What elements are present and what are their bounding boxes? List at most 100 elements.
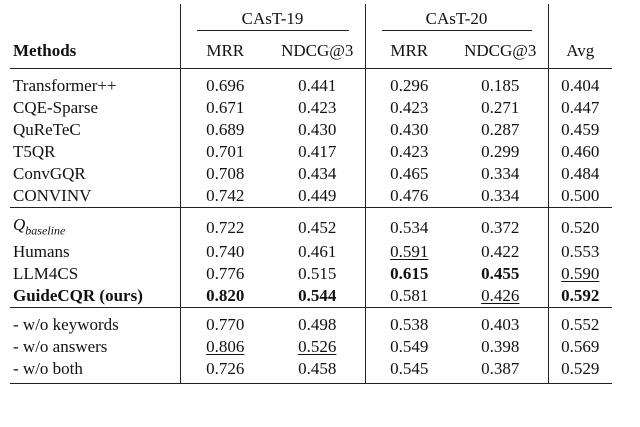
cell-text: 0.515 xyxy=(298,264,337,284)
bold: 0.615 xyxy=(390,264,428,283)
cell-text: 0.404 xyxy=(561,76,600,95)
column-group-label: CAsT-20 xyxy=(381,8,532,31)
table-row: Humans 0.740 0.461 0.591 0.422 0.553 xyxy=(10,241,612,264)
bold: 0.820 xyxy=(206,286,244,305)
value-cell: 0.526 xyxy=(270,336,365,358)
cell-text: 0.538 xyxy=(390,315,429,335)
cell-text: LLM4CS xyxy=(13,264,79,284)
method-cell: - w/o answers xyxy=(10,336,180,358)
value-cell: 0.460 xyxy=(547,141,612,163)
value-cell: 0.441 xyxy=(270,69,365,98)
value-cell: 0.423 xyxy=(364,97,453,119)
value-cell: 0.334 xyxy=(453,163,548,185)
value-cell: 0.422 xyxy=(453,241,548,263)
method-cell: QuReTeC xyxy=(10,119,180,141)
cell-text: 0.403 xyxy=(481,315,520,335)
cell-text: 0.545 xyxy=(390,359,429,379)
cell-text: 0.569 xyxy=(561,337,600,357)
value-cell: 0.534 xyxy=(364,207,453,242)
value-cell: 0.447 xyxy=(547,97,612,119)
cell-text: Humans xyxy=(13,242,70,262)
value-cell: 0.423 xyxy=(270,97,365,119)
cell-text: 0.553 xyxy=(561,242,600,262)
cell-text: 0.581 xyxy=(390,286,429,306)
cell-text: 0.526 xyxy=(298,337,337,357)
cell-text: QuReTeC xyxy=(13,120,81,139)
cell-text: 0.520 xyxy=(561,217,600,237)
row-group: - w/o keywords 0.770 0.498 0.538 0.403 0.552-… xyxy=(10,307,612,384)
cell-text: GuideCQR (ours) xyxy=(13,286,143,306)
value-cell: 0.592 xyxy=(547,285,612,308)
symbol: Q xyxy=(13,215,26,234)
cell-text: 0.299 xyxy=(481,142,520,161)
underline: 0.591 xyxy=(390,242,428,261)
cell-text: 0.461 xyxy=(298,242,337,262)
value-cell: 0.590 xyxy=(547,263,612,286)
cell-text: 0.534 xyxy=(390,217,429,237)
table-row: - w/o both 0.726 0.458 0.545 0.387 0.529 xyxy=(10,358,612,384)
value-cell: 0.820 xyxy=(179,285,270,308)
bold: GuideCQR (ours) xyxy=(13,286,143,305)
value-cell: 0.271 xyxy=(453,97,548,119)
value-cell: 0.806 xyxy=(179,336,270,359)
value-cell: 0.403 xyxy=(453,308,548,337)
value-cell: 0.476 xyxy=(364,185,453,208)
method-cell: - w/o both xyxy=(10,358,180,384)
cell-text: 0.742 xyxy=(206,186,245,205)
bold: 0.592 xyxy=(561,286,599,305)
table-row: CONVINV 0.742 0.449 0.476 0.334 0.500 xyxy=(10,185,612,208)
underline: 0.806 xyxy=(206,337,244,356)
value-cell: 0.417 xyxy=(270,141,365,163)
value-cell: 0.726 xyxy=(179,358,270,384)
cell-text: 0.372 xyxy=(481,217,520,237)
value-cell: 0.287 xyxy=(453,119,548,141)
value-cell: 0.701 xyxy=(179,141,270,163)
cell-text: - w/o answers xyxy=(13,337,108,357)
cell-text: 0.460 xyxy=(561,142,600,161)
column-group: CAsT-19 xyxy=(179,4,365,34)
table-row: T5QR 0.701 0.417 0.423 0.299 0.460 xyxy=(10,141,612,163)
cell-text: 0.671 xyxy=(206,98,245,117)
cell-text: 0.552 xyxy=(561,315,600,335)
value-cell: 0.372 xyxy=(453,208,548,242)
cell-text: 0.701 xyxy=(206,142,245,161)
cell-text: 0.449 xyxy=(298,186,337,205)
cell-text: 0.426 xyxy=(481,286,520,306)
cell-text: 0.430 xyxy=(390,120,429,139)
value-cell: 0.455 xyxy=(453,263,548,285)
value-cell: 0.776 xyxy=(179,263,270,286)
cell-text: 0.423 xyxy=(390,142,429,161)
row-group: Qbaseline 0.722 0.452 0.534 0.372 0.520 Humans… xyxy=(10,207,612,308)
method-cell: ConvGQR xyxy=(10,163,180,185)
table-row: - w/o answers 0.806 0.526 0.549 0.398 0.569 xyxy=(10,336,612,359)
value-cell: 0.500 xyxy=(547,185,612,208)
value-cell: 0.459 xyxy=(547,119,612,141)
cell-text: 0.417 xyxy=(298,142,337,161)
value-cell: 0.544 xyxy=(270,285,365,308)
value-cell: 0.461 xyxy=(270,241,365,263)
results-table: CAsT-19 CAsT-20 Methods MRR NDCG@3 MRR N… xyxy=(10,4,612,384)
cell-text: 0.422 xyxy=(481,242,520,262)
cell-text: 0.740 xyxy=(206,242,245,262)
cell-text: 0.452 xyxy=(298,217,337,237)
value-cell: 0.553 xyxy=(547,241,612,264)
value-cell: 0.430 xyxy=(364,119,453,141)
table-row: Transformer++ 0.696 0.441 0.296 0.185 0.404 xyxy=(10,68,612,98)
cell-text: 0.387 xyxy=(481,359,520,379)
method-cell: T5QR xyxy=(10,141,180,163)
cell-text: T5QR xyxy=(13,142,56,161)
value-cell: 0.334 xyxy=(453,185,548,208)
value-cell: 0.430 xyxy=(270,119,365,141)
value-cell: 0.398 xyxy=(453,336,548,358)
cell-text: 0.423 xyxy=(298,98,337,117)
cell-text: 0.334 xyxy=(481,164,520,183)
value-cell: 0.404 xyxy=(547,68,612,97)
value-cell: 0.742 xyxy=(179,185,270,208)
value-cell: 0.549 xyxy=(364,336,453,359)
value-cell: 0.465 xyxy=(364,163,453,185)
value-cell: 0.484 xyxy=(547,163,612,185)
header-cell: NDCG@3 xyxy=(464,41,537,60)
cell-text: 0.708 xyxy=(206,164,245,183)
value-cell: 0.696 xyxy=(179,68,270,97)
